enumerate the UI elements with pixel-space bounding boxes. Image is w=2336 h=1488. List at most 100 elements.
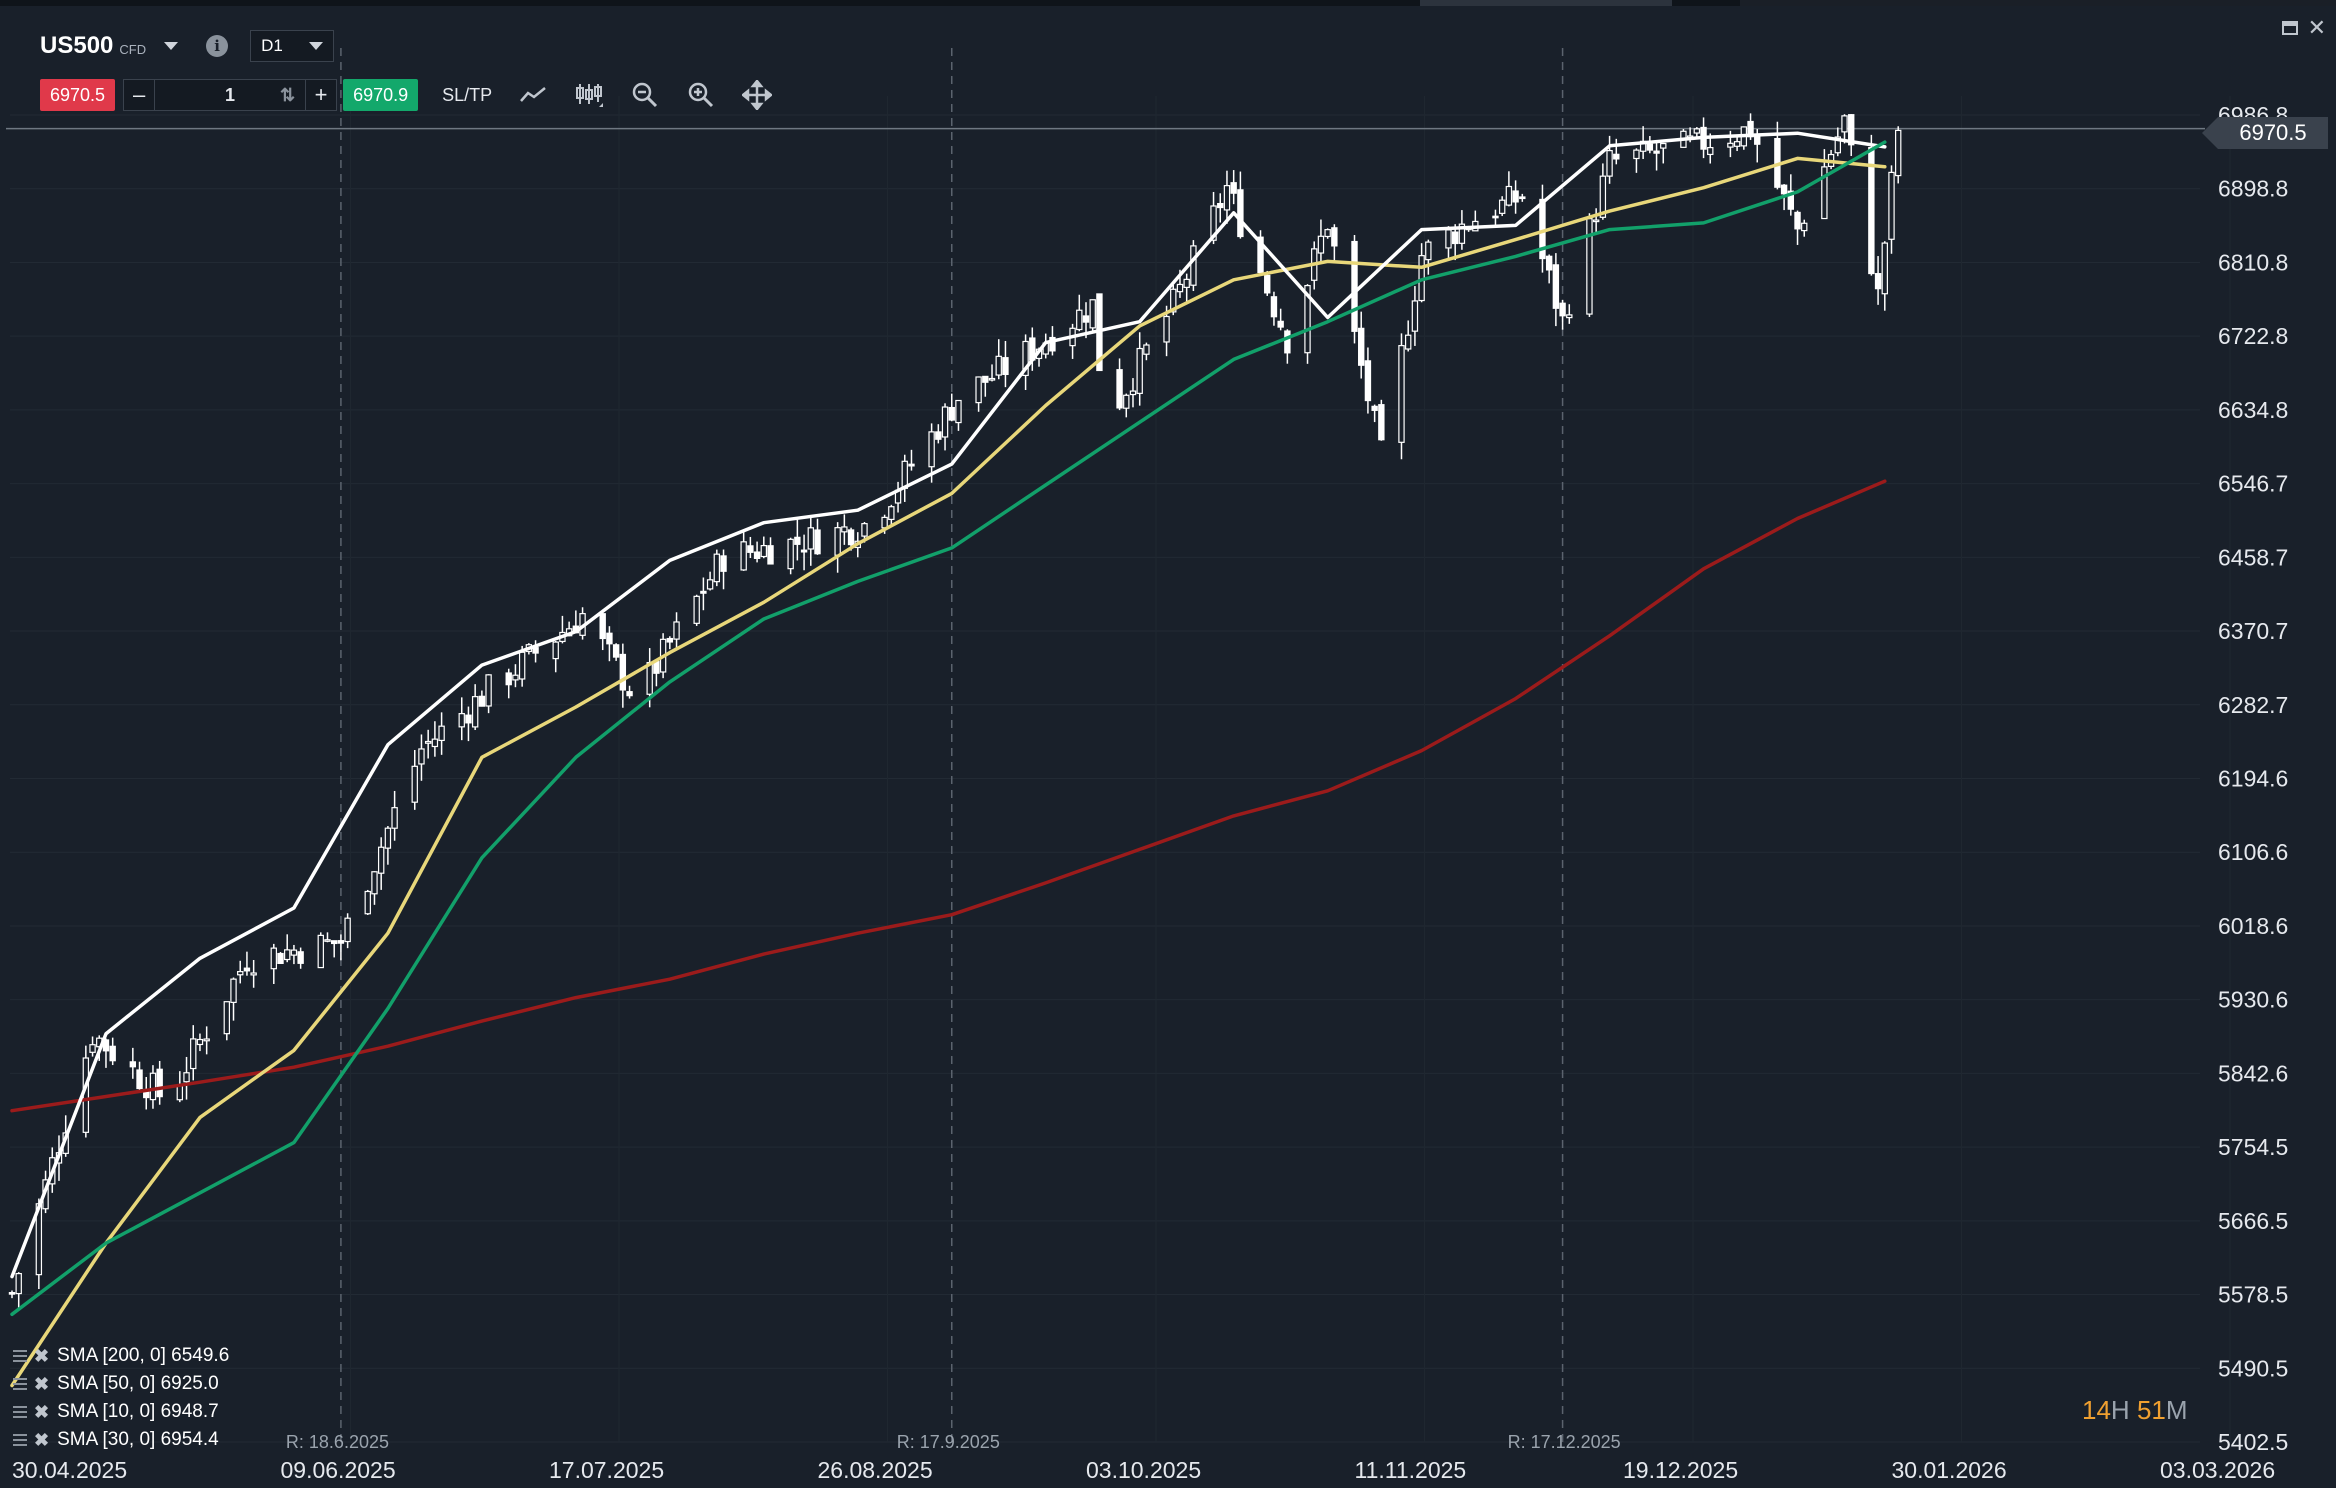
window-top-strip bbox=[0, 0, 2336, 6]
timer-hours: 14 bbox=[2082, 1395, 2111, 1425]
y-tick-label: 6634.8 bbox=[2218, 397, 2288, 423]
x-tick-label: 26.08.2025 bbox=[818, 1457, 933, 1483]
indicator-legend: ✖ SMA [200, 0] 6549.6 ✖ SMA [50, 0] 6925… bbox=[12, 1342, 229, 1454]
sell-button[interactable]: 6970.5 bbox=[40, 79, 116, 111]
candle-body bbox=[377, 846, 385, 874]
candle-body bbox=[787, 538, 794, 570]
timer-minutes: 51 bbox=[2136, 1395, 2166, 1425]
x-tick-label: 11.11.2025 bbox=[1355, 1457, 1467, 1483]
candle-body bbox=[1895, 129, 1902, 177]
candle-body bbox=[1089, 299, 1096, 329]
y-tick-label: 5490.5 bbox=[2218, 1355, 2288, 1381]
candle-body bbox=[1270, 296, 1278, 318]
candle-body bbox=[1123, 394, 1130, 409]
candle-body bbox=[901, 460, 908, 489]
x-tick-label: 03.10.2025 bbox=[1086, 1457, 1201, 1483]
close-icon[interactable]: ✕ bbox=[2307, 15, 2326, 40]
legend-item-sma30[interactable]: ✖ SMA [30, 0] 6954.4 bbox=[12, 1426, 229, 1454]
candle-body bbox=[1552, 264, 1560, 309]
candle-body bbox=[371, 871, 378, 895]
candle-body bbox=[418, 748, 425, 765]
candle-body bbox=[1223, 185, 1231, 211]
sma30-line bbox=[10, 140, 1887, 1317]
sltp-button[interactable]: SL/TP bbox=[442, 84, 493, 105]
candle-body bbox=[1076, 309, 1083, 331]
candle-body bbox=[230, 978, 237, 1003]
candle-body bbox=[458, 713, 465, 728]
rollover-label: R: 17.12.2025 bbox=[1508, 1432, 1621, 1452]
grip-icon[interactable] bbox=[12, 1432, 28, 1448]
line-chart-icon[interactable] bbox=[518, 80, 548, 110]
candle-body bbox=[324, 939, 331, 942]
candle-body bbox=[1277, 320, 1284, 328]
candle-body bbox=[156, 1068, 163, 1098]
x-tick-label: 30.01.2026 bbox=[1892, 1457, 2007, 1483]
minimize-icon[interactable] bbox=[2281, 21, 2298, 35]
symbol-dropdown-chevron-icon[interactable] bbox=[164, 42, 179, 50]
candle-body bbox=[666, 637, 674, 643]
remove-indicator-icon[interactable]: ✖ bbox=[34, 1401, 50, 1422]
zoom-out-icon[interactable] bbox=[630, 80, 660, 110]
candle-body bbox=[1868, 147, 1875, 275]
candle-body bbox=[290, 949, 298, 956]
candle-body bbox=[1653, 150, 1660, 154]
candle-body bbox=[1492, 215, 1499, 219]
remove-indicator-icon[interactable]: ✖ bbox=[34, 1345, 50, 1366]
timeframe-select[interactable]: D1 bbox=[250, 30, 335, 62]
zoom-in-icon[interactable] bbox=[686, 80, 716, 110]
buy-button[interactable]: 6970.9 bbox=[343, 79, 419, 111]
y-tick-label: 6282.7 bbox=[2218, 692, 2288, 718]
move-icon[interactable] bbox=[742, 80, 773, 110]
legend-item-sma50[interactable]: ✖ SMA [50, 0] 6925.0 bbox=[12, 1370, 229, 1398]
candle-body bbox=[1257, 236, 1264, 274]
symbol-name[interactable]: US500 bbox=[40, 32, 114, 59]
sma10-line bbox=[10, 131, 1887, 1279]
candles-icon[interactable] bbox=[574, 80, 604, 110]
instrument-type: CFD bbox=[119, 41, 147, 57]
candle-body bbox=[908, 463, 915, 467]
candle-body bbox=[1592, 219, 1600, 223]
info-icon[interactable]: i bbox=[206, 35, 229, 57]
chart-header: US500 CFD i D1 bbox=[40, 28, 335, 64]
candle-body bbox=[109, 1045, 116, 1062]
legend-item-sma200[interactable]: ✖ SMA [200, 0] 6549.6 bbox=[12, 1342, 229, 1370]
remove-indicator-icon[interactable]: ✖ bbox=[34, 1373, 50, 1394]
quantity-stepper[interactable]: – 1 ⇅ + bbox=[123, 79, 338, 111]
grip-icon[interactable] bbox=[12, 1348, 28, 1364]
candle-body bbox=[646, 662, 653, 695]
candle-body bbox=[1780, 184, 1788, 195]
candle-body bbox=[203, 1038, 210, 1042]
candle-body bbox=[1586, 218, 1593, 315]
swap-icon[interactable]: ⇅ bbox=[279, 85, 296, 105]
grip-icon[interactable] bbox=[12, 1376, 28, 1392]
candle-body bbox=[190, 1038, 197, 1070]
grip-icon[interactable] bbox=[12, 1404, 28, 1420]
candle-body bbox=[1170, 288, 1177, 313]
candle-body bbox=[1425, 241, 1432, 261]
remove-indicator-icon[interactable]: ✖ bbox=[34, 1429, 50, 1450]
quantity-field[interactable]: 1 ⇅ bbox=[155, 80, 305, 110]
candle-body bbox=[1136, 347, 1143, 394]
candle-body bbox=[814, 529, 821, 555]
candle-body bbox=[807, 527, 814, 550]
x-tick-label: 30.04.2025 bbox=[12, 1457, 127, 1483]
legend-item-sma10[interactable]: ✖ SMA [10, 0] 6948.7 bbox=[12, 1398, 229, 1426]
candle-body bbox=[955, 399, 962, 424]
decrease-quantity-button[interactable]: – bbox=[124, 80, 156, 110]
x-tick-label: 17.07.2025 bbox=[549, 1457, 664, 1483]
candle-body bbox=[1378, 404, 1385, 441]
candle-body bbox=[196, 1038, 204, 1046]
candle-body bbox=[713, 553, 721, 583]
candle-body bbox=[612, 644, 620, 658]
candle-body bbox=[1733, 141, 1741, 147]
candle-body bbox=[1404, 334, 1412, 350]
candle-body bbox=[1237, 189, 1244, 238]
y-tick-label: 5578.5 bbox=[2218, 1282, 2288, 1308]
candle-body bbox=[760, 544, 768, 558]
candle-body bbox=[1505, 185, 1513, 206]
increase-quantity-button[interactable]: + bbox=[305, 80, 336, 110]
candle-body bbox=[1566, 314, 1573, 319]
candle-body bbox=[149, 1072, 157, 1101]
candle-body bbox=[753, 551, 761, 560]
